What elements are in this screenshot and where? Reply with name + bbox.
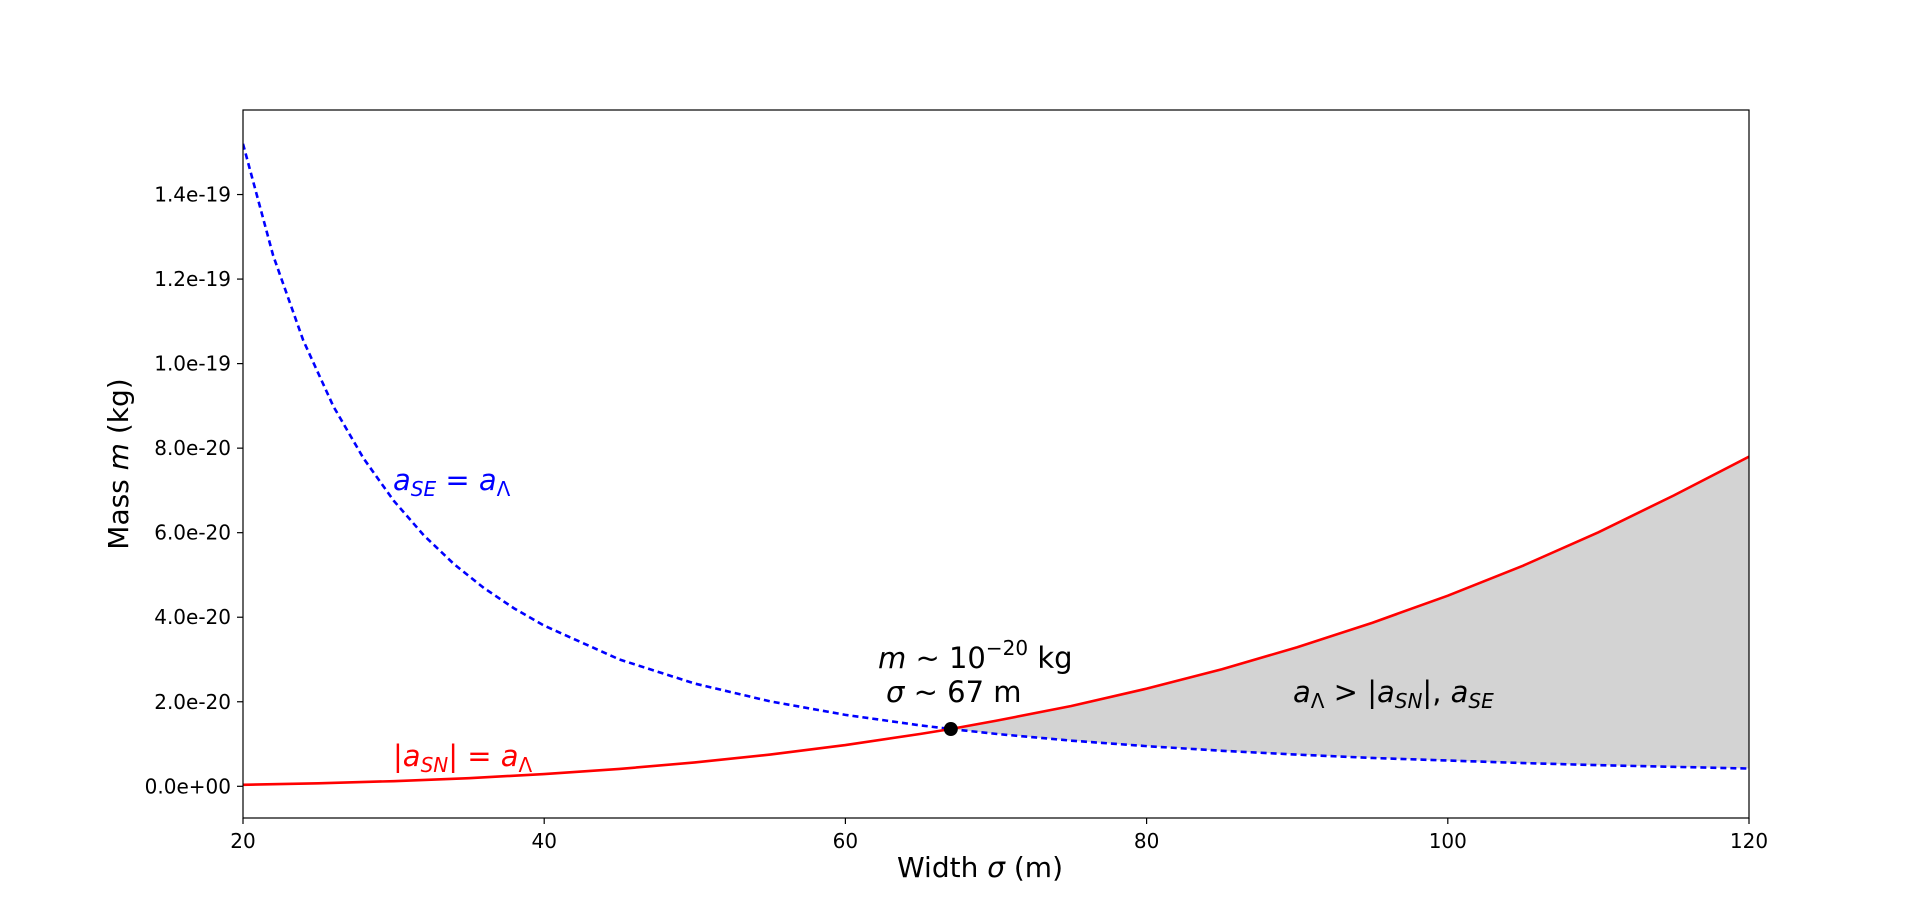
x-tick-label: 80 xyxy=(1134,829,1159,853)
x-axis-title: Width σ (m) xyxy=(897,851,1063,884)
y-tick-label: 2.0e-20 xyxy=(154,690,231,714)
series-line-a-se xyxy=(243,143,1749,770)
x-tick-label: 100 xyxy=(1429,829,1467,853)
y-tick-label: 8.0e-20 xyxy=(154,436,231,460)
region-label: aΛ > |aSN|, aSE xyxy=(1293,675,1494,713)
series-line-a-sn xyxy=(243,455,1749,787)
y-tick-label: 1.4e-19 xyxy=(154,183,231,207)
x-tick-label: 60 xyxy=(833,829,858,853)
y-tick-label: 0.0e+00 xyxy=(145,774,231,798)
width-annotation: σ ~ 67 m xyxy=(886,675,1022,709)
label-a-se-equals-a-lambda: aSE = aΛ xyxy=(393,463,511,501)
mass-annotation: m ~ 10−20 kg xyxy=(878,636,1073,675)
y-tick-label: 4.0e-20 xyxy=(154,605,231,629)
y-axis-title: Mass m (kg) xyxy=(102,378,135,549)
intersection-point xyxy=(943,722,958,737)
y-tick-label: 1.0e-19 xyxy=(154,352,231,376)
label-a-sn-equals-a-lambda: |aSN| = aΛ xyxy=(393,739,533,777)
y-tick-label: 6.0e-20 xyxy=(154,521,231,545)
x-axis-ticks: 20 40 60 80 100 120 xyxy=(230,818,1768,853)
shaded-region xyxy=(950,456,1749,769)
x-tick-label: 20 xyxy=(230,829,255,853)
y-tick-label: 1.2e-19 xyxy=(154,267,231,291)
x-tick-label: 40 xyxy=(531,829,556,853)
y-axis-ticks: 0.0e+00 2.0e-20 4.0e-20 6.0e-20 8.0e-20 1.0e-… xyxy=(145,183,243,798)
plot-frame xyxy=(242,109,1750,819)
x-tick-label: 120 xyxy=(1730,829,1768,853)
